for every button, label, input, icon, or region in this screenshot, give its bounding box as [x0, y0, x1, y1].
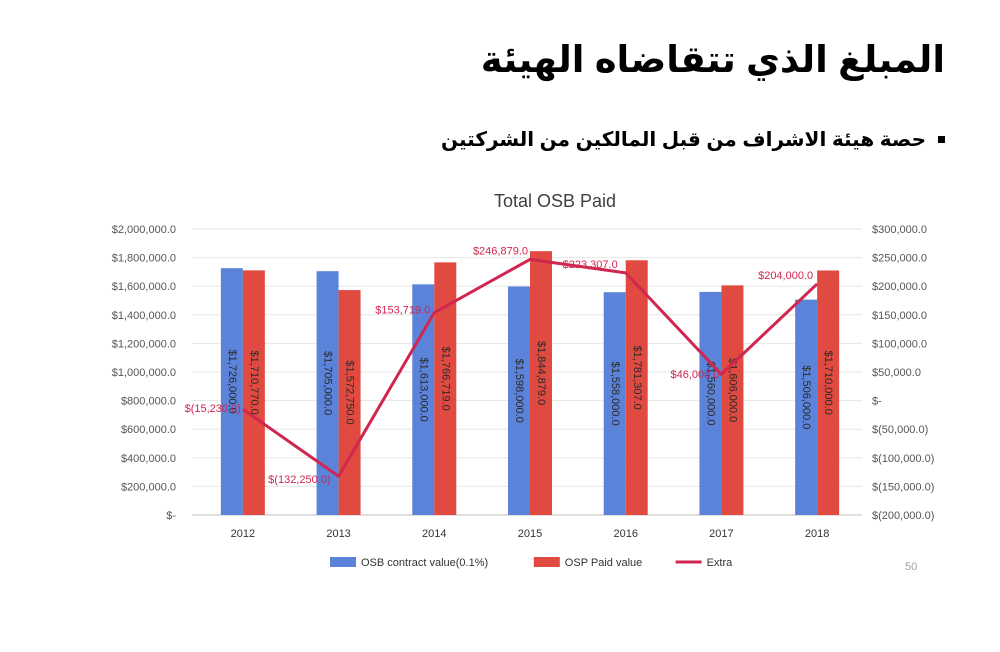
bar-data-labels: $1,726,000.0 $1,710,770.0 $1,705,000.0 $1,5…	[226, 341, 834, 429]
osb-paid-chart: Total OSB Paid $1,726,000.0 $1,710,770.0 $…	[112, 191, 935, 569]
extra-series-line	[241, 257, 819, 478]
bullet-text: حصة هيئة الاشراف من قبل المالكين من الشر…	[441, 129, 926, 151]
x-tick-label: 2012	[231, 528, 255, 540]
extra-data-label: $(132,250.0)	[268, 474, 330, 486]
right-tick-label: $(50,000.0)	[872, 424, 928, 436]
bars	[220, 251, 840, 515]
bar-data-label: $1,844,879.0	[535, 341, 547, 405]
x-axis: 2012 2013 2014 2015 2016 2017 2018	[231, 528, 830, 540]
extra-data-label: $204,000.0	[758, 270, 813, 282]
right-tick-label: $(100,000.0)	[872, 453, 934, 465]
extra-data-label: $(15,230.0)	[185, 403, 241, 415]
right-tick-label: $50,000.0	[872, 367, 921, 379]
left-tick-label: $1,800,000.0	[112, 253, 176, 265]
bar-data-label: $1,560,000.0	[705, 361, 717, 425]
extra-data-label: $46,000.0	[670, 369, 719, 381]
x-tick-label: 2015	[518, 528, 542, 540]
legend-label: OSP Paid value	[565, 557, 642, 569]
bar-data-label: $1,598,000.0	[513, 359, 525, 423]
bar-data-label: $1,572,750.0	[344, 360, 356, 424]
legend-swatch	[330, 557, 356, 567]
x-tick-label: 2017	[709, 528, 733, 540]
left-tick-label: $400,000.0	[121, 453, 176, 465]
left-tick-label: $600,000.0	[121, 424, 176, 436]
right-tick-label: $(200,000.0)	[872, 510, 934, 522]
legend-swatch	[533, 557, 560, 567]
bar-data-label: $1,710,770.0	[248, 351, 260, 415]
right-tick-label: $(150,000.0)	[872, 481, 934, 493]
left-tick-label: $800,000.0	[121, 396, 176, 408]
x-tick-label: 2018	[805, 528, 829, 540]
bar	[242, 270, 265, 515]
left-tick-label: $1,400,000.0	[112, 310, 176, 322]
left-tick-label: $2,000,000.0	[112, 224, 176, 236]
slide-title: المبلغ الذي تتقاضاه الهيئة	[480, 39, 945, 80]
x-tick-label: 2016	[613, 528, 637, 540]
right-tick-label: $200,000.0	[872, 281, 927, 293]
bar-data-label: $1,606,000.0	[727, 358, 739, 422]
extra-line	[241, 257, 819, 478]
bar-data-label: $1,766,719.0	[439, 347, 451, 411]
legend-label: Extra	[707, 557, 734, 569]
bar	[721, 285, 744, 515]
left-tick-label: $-	[166, 510, 176, 522]
bar-data-label: $1,558,000.0	[609, 361, 621, 425]
right-tick-label: $250,000.0	[872, 253, 927, 265]
bar-data-label: $1,705,000.0	[322, 351, 334, 415]
bar	[220, 268, 243, 515]
square-bullet-icon	[938, 136, 945, 143]
bar	[795, 299, 818, 515]
right-tick-label: $150,000.0	[872, 310, 927, 322]
right-tick-label: $-	[872, 396, 882, 408]
bar-data-label: $1,613,000.0	[417, 358, 429, 422]
right-axis: $300,000.0 $250,000.0 $200,000.0 $150,000.0…	[872, 224, 934, 522]
x-tick-label: 2014	[422, 528, 446, 540]
bar	[603, 292, 626, 515]
bar	[699, 291, 722, 515]
left-axis: $2,000,000.0 $1,800,000.0 $1,600,000.0 $1,4…	[112, 224, 177, 522]
extra-data-labels: $(15,230.0) $(132,250.0) $153,719.0 $246,87…	[185, 245, 814, 486]
right-tick-label: $100,000.0	[872, 338, 927, 350]
left-tick-label: $1,200,000.0	[112, 338, 176, 350]
chart-title: Total OSB Paid	[494, 191, 616, 211]
bar-data-label: $1,781,307.0	[631, 346, 643, 410]
bullet-point: حصة هيئة الاشراف من قبل المالكين من الشر…	[441, 127, 945, 152]
left-tick-label: $1,000,000.0	[112, 367, 176, 379]
legend: OSB contract value(0.1%) OSP Paid value Ex…	[330, 557, 733, 569]
extra-data-label: $153,719.0	[375, 305, 430, 317]
bar-data-label: $1,506,000.0	[800, 365, 812, 429]
legend-label: OSB contract value(0.1%)	[361, 557, 488, 569]
bar	[316, 271, 339, 515]
left-tick-label: $1,600,000.0	[112, 281, 176, 293]
left-tick-label: $200,000.0	[121, 481, 176, 493]
bar	[530, 251, 552, 515]
bar-data-label: $1,726,000.0	[226, 349, 238, 413]
bar	[625, 260, 648, 515]
right-tick-label: $300,000.0	[872, 224, 927, 236]
extra-data-label: $246,879.0	[473, 245, 528, 257]
page-number: 50	[905, 561, 918, 573]
bar	[338, 290, 361, 515]
extra-data-label: $223,307.0	[563, 259, 618, 271]
bar-data-label: $1,710,000.0	[822, 351, 834, 415]
bar	[817, 270, 840, 515]
bar	[508, 286, 530, 515]
x-tick-label: 2013	[326, 528, 350, 540]
bar	[434, 262, 457, 515]
